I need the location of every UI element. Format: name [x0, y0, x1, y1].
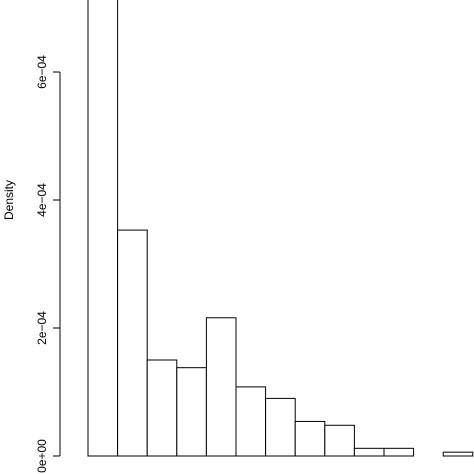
histogram-bar [324, 424, 355, 457]
histogram-bar [205, 317, 237, 457]
histogram-bar [383, 447, 415, 457]
y-tick-label: 6e−04 [35, 55, 49, 89]
histogram-bar [353, 447, 385, 457]
y-axis-label: Density [2, 180, 16, 220]
histogram-bar [235, 386, 267, 457]
histogram-bar [117, 229, 148, 457]
y-tick-label: 2e−04 [35, 311, 49, 345]
histogram-bar [146, 359, 178, 457]
histogram-bar [442, 451, 474, 457]
histogram-bar [87, 0, 119, 457]
y-tick-label: 4e−04 [35, 183, 49, 217]
histogram-bar [176, 367, 207, 457]
histogram-bar [265, 397, 296, 457]
y-tick-label: 0e+00 [35, 439, 49, 473]
histogram-bars [87, 0, 474, 457]
histogram-bar [294, 420, 326, 457]
y-axis: 0e+00 2e−04 4e−04 6e−04 [35, 55, 61, 473]
